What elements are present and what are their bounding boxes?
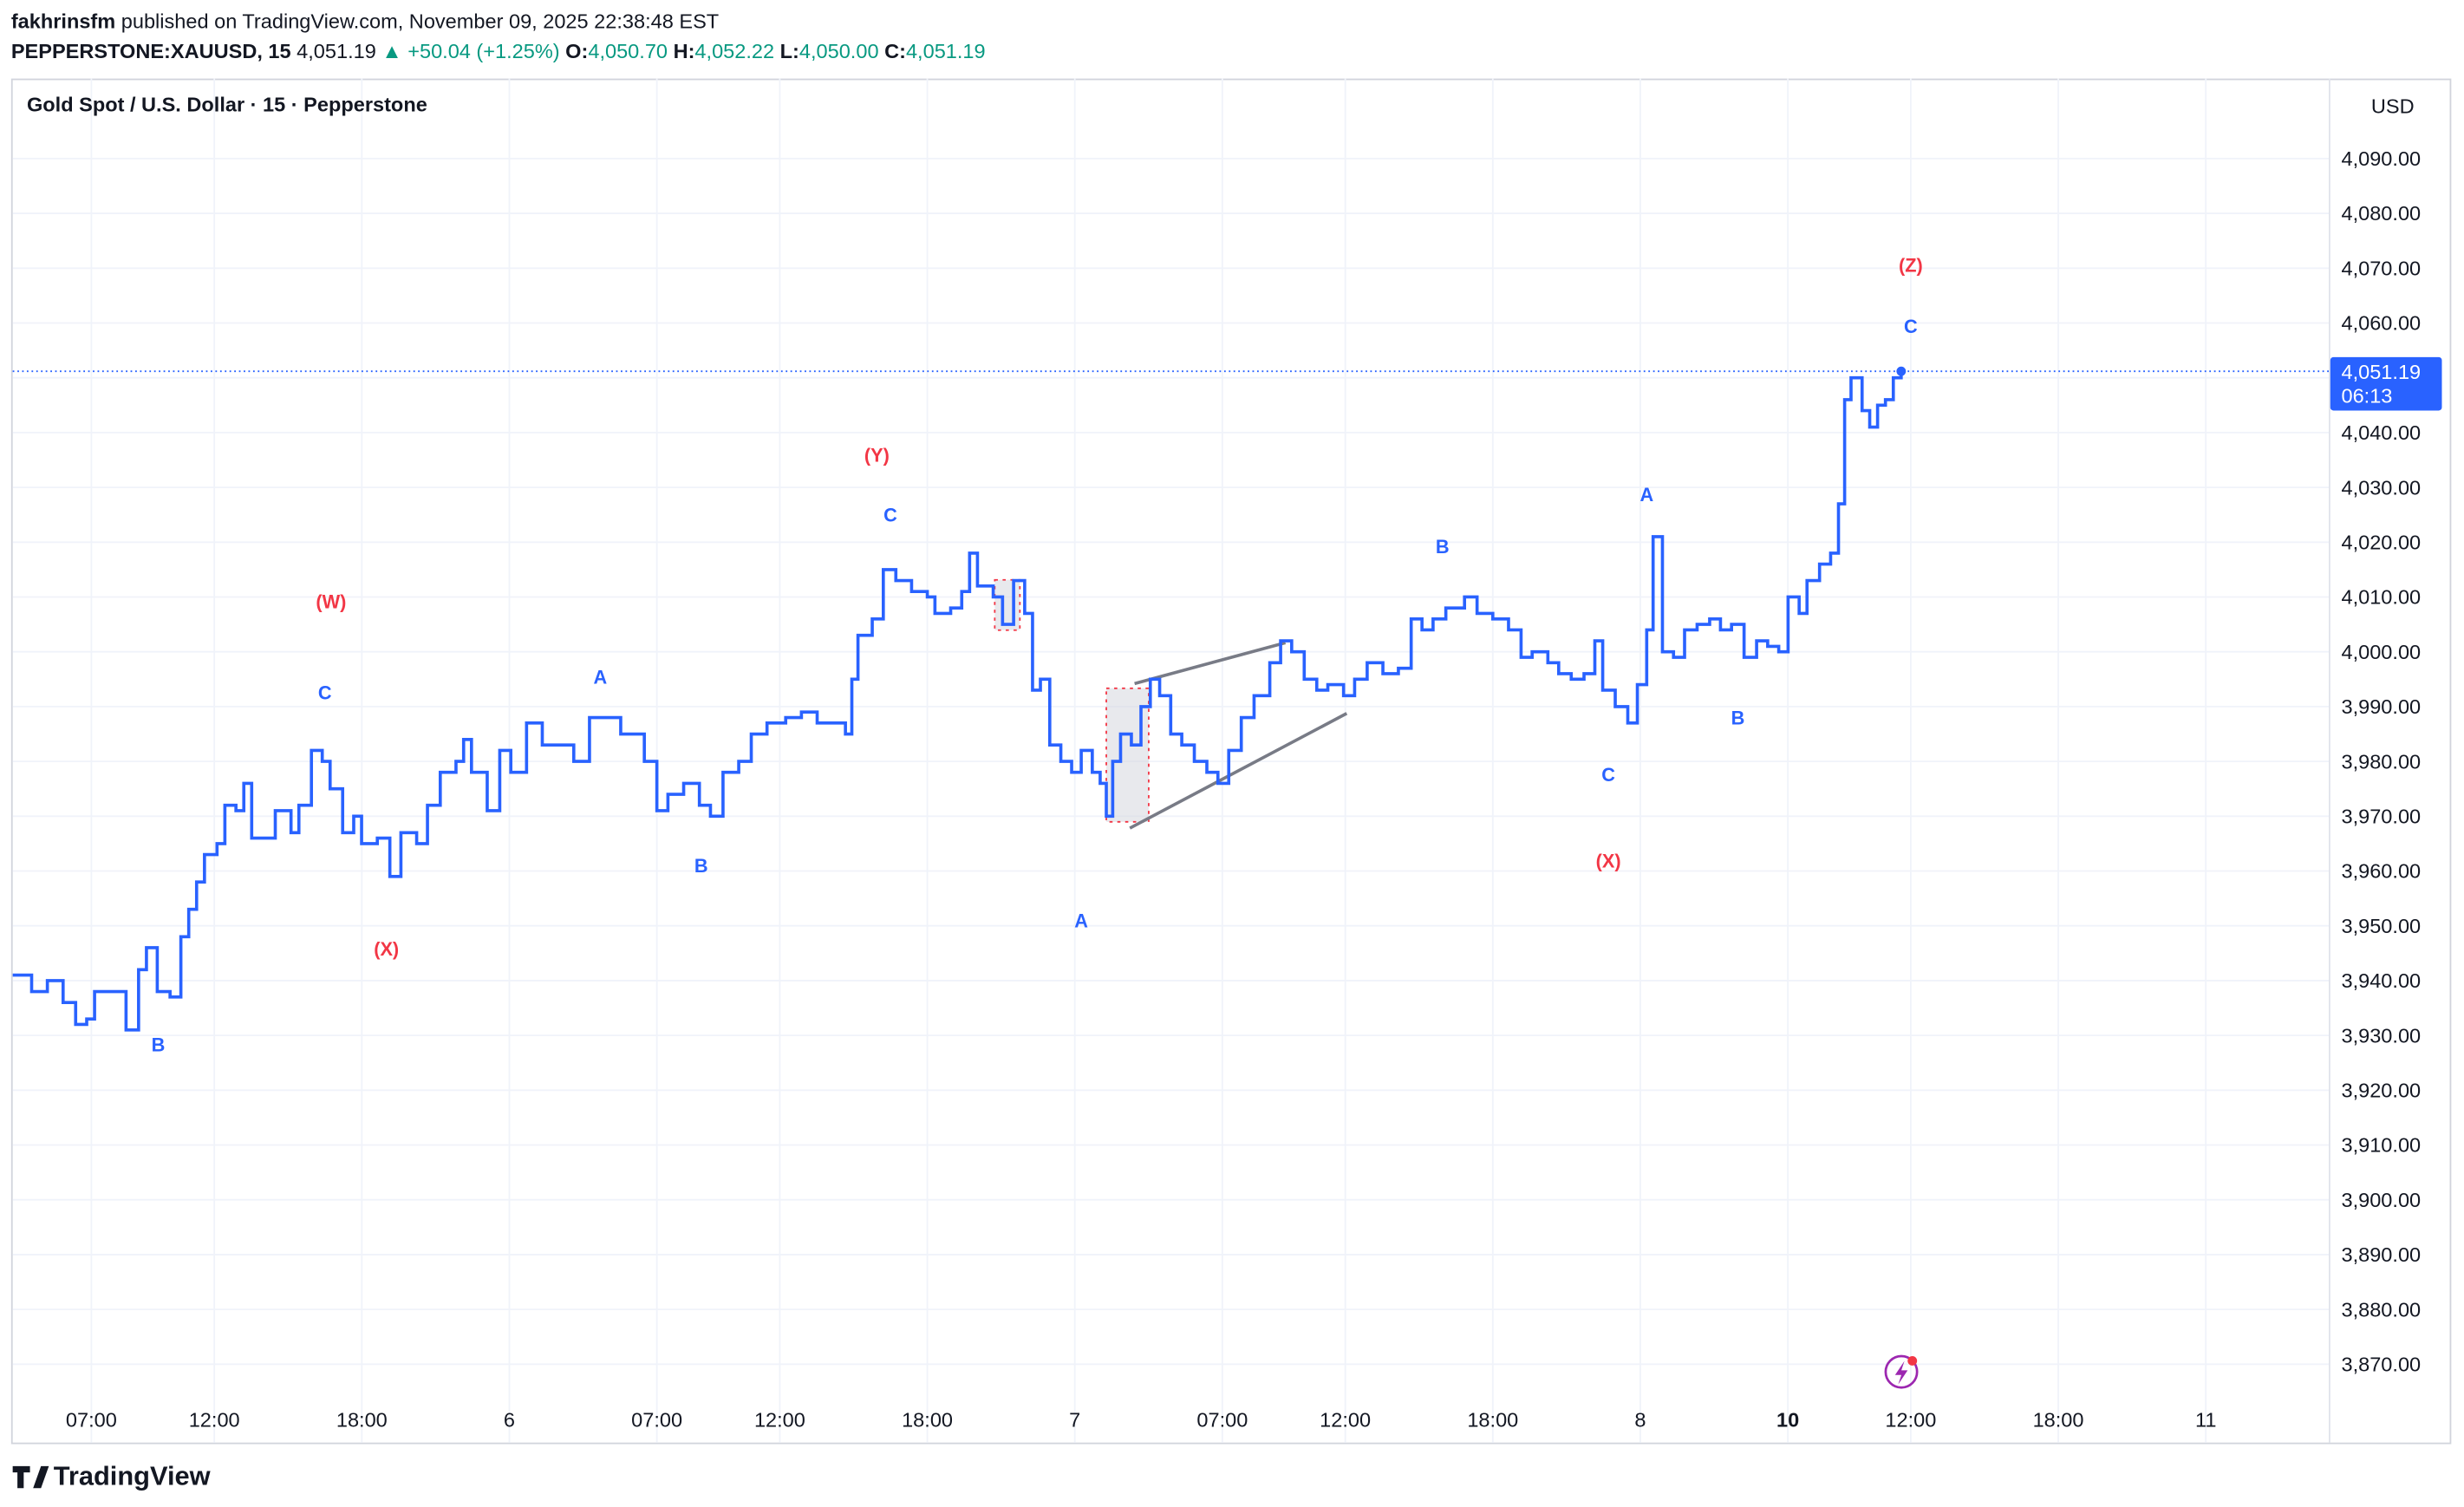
logo-text[interactable]: TradingView xyxy=(54,1461,212,1491)
open: 4,050.70 xyxy=(588,40,668,62)
y-tick-label: 4,080.00 xyxy=(2341,202,2421,225)
wave-label: B xyxy=(1731,707,1745,728)
y-tick-label: 3,910.00 xyxy=(2341,1134,2421,1157)
wave-label: B xyxy=(694,855,708,877)
x-tick-label: 12:00 xyxy=(1320,1409,1371,1432)
wave-label: (X) xyxy=(374,938,399,960)
x-tick-label: 6 xyxy=(504,1409,515,1432)
y-tick-label: 3,990.00 xyxy=(2341,695,2421,718)
x-tick-label: 11 xyxy=(2195,1409,2216,1432)
close-label: C: xyxy=(884,40,906,62)
y-tick-label: 4,000.00 xyxy=(2341,641,2421,663)
y-tick-label: 4,030.00 xyxy=(2341,476,2421,499)
range-box xyxy=(994,578,1021,631)
wave-label: (W) xyxy=(316,590,346,612)
x-tick-label: 07:00 xyxy=(631,1409,682,1432)
wave-label: C xyxy=(883,505,897,526)
y-tick-label: 3,930.00 xyxy=(2341,1024,2421,1047)
x-tick-label: 18:00 xyxy=(902,1409,953,1432)
x-tick-label: 07:00 xyxy=(1196,1409,1248,1432)
low: 4,050.00 xyxy=(799,40,879,62)
alert-icon-bolt xyxy=(1894,1360,1908,1385)
wave-label: B xyxy=(1436,536,1450,558)
wave-label: C xyxy=(1601,764,1615,786)
ohlc-line: PEPPERSTONE:XAUUSD, 15 4,051.19 ▲ +50.04… xyxy=(11,40,986,62)
y-tick-label: 3,880.00 xyxy=(2341,1298,2421,1321)
wave-label: A xyxy=(1639,484,1653,506)
y-tick-label: 3,970.00 xyxy=(2341,805,2421,827)
wave-label: A xyxy=(1074,910,1088,931)
y-tick-label: 4,070.00 xyxy=(2341,257,2421,279)
wave-label: C xyxy=(318,682,332,703)
alert-icon[interactable] xyxy=(1884,1354,1919,1389)
wave-label: B xyxy=(152,1034,166,1056)
x-tick-label: 12:00 xyxy=(1885,1409,1936,1432)
y-tick-label: 3,900.00 xyxy=(2341,1189,2421,1211)
currency[interactable]: USD xyxy=(2371,95,2415,117)
last-point xyxy=(1896,366,1907,376)
wave-label: C xyxy=(1904,316,1918,337)
y-tick-label: 3,960.00 xyxy=(2341,860,2421,883)
y-tick-label: 3,890.00 xyxy=(2341,1243,2421,1266)
symbol: PEPPERSTONE:XAUUSD, 15 xyxy=(11,40,291,62)
y-tick-label: 3,980.00 xyxy=(2341,750,2421,773)
chart-title: Gold Spot / U.S. Dollar · 15 · Peppersto… xyxy=(27,94,427,116)
chart-frame xyxy=(10,78,2452,1445)
x-tick-label: 7 xyxy=(1069,1409,1080,1432)
countdown: 06:13 xyxy=(2341,384,2392,407)
trend-line xyxy=(1129,712,1348,830)
y-tick-label: 4,090.00 xyxy=(2341,147,2421,170)
last-price-box xyxy=(2330,356,2442,411)
trend-line xyxy=(1134,641,1287,686)
x-tick-label: 18:00 xyxy=(2033,1409,2084,1432)
wave-label: (Y) xyxy=(864,445,890,466)
alert-dot xyxy=(1907,1356,1918,1366)
change: ▲ +50.04 (+1.25%) xyxy=(381,40,559,62)
x-tick-label: 10 xyxy=(1776,1409,1799,1432)
y-tick-label: 3,950.00 xyxy=(2341,915,2421,937)
publish-line: fakhrinsfm published on TradingView.com,… xyxy=(11,10,719,33)
close: 4,051.19 xyxy=(906,40,986,62)
y-tick-label: 4,020.00 xyxy=(2341,531,2421,553)
y-tick-label: 3,870.00 xyxy=(2341,1353,2421,1375)
x-tick-label: 12:00 xyxy=(754,1409,805,1432)
logo-mark xyxy=(12,1465,49,1489)
y-tick-label: 4,060.00 xyxy=(2341,312,2421,335)
wave-label: (Z) xyxy=(1899,254,1923,276)
x-tick-label: 18:00 xyxy=(336,1409,388,1432)
currency-box xyxy=(2337,86,2444,125)
high-label: H: xyxy=(674,40,695,62)
last-price-label: 4,051.19 xyxy=(2341,361,2421,383)
author: fakhrinsfm xyxy=(11,10,115,33)
open-label: O: xyxy=(565,40,588,62)
high: 4,052.22 xyxy=(694,40,774,62)
wave-label: A xyxy=(594,667,608,688)
low-label: L: xyxy=(780,40,799,62)
x-tick-label: 8 xyxy=(1634,1409,1646,1432)
x-tick-label: 07:00 xyxy=(66,1409,117,1432)
y-tick-label: 4,040.00 xyxy=(2341,421,2421,444)
y-tick-label: 4,010.00 xyxy=(2341,586,2421,609)
price: 4,051.19 xyxy=(297,40,376,62)
x-tick-label: 12:00 xyxy=(189,1409,240,1432)
y-tick-label: 3,920.00 xyxy=(2341,1079,2421,1101)
y-tick-label: 3,940.00 xyxy=(2341,969,2421,992)
wave-label: (X) xyxy=(1596,850,1621,871)
price-line xyxy=(12,371,1903,1032)
x-tick-label: 18:00 xyxy=(1467,1409,1518,1432)
published: published on TradingView.com, November 0… xyxy=(121,10,719,33)
